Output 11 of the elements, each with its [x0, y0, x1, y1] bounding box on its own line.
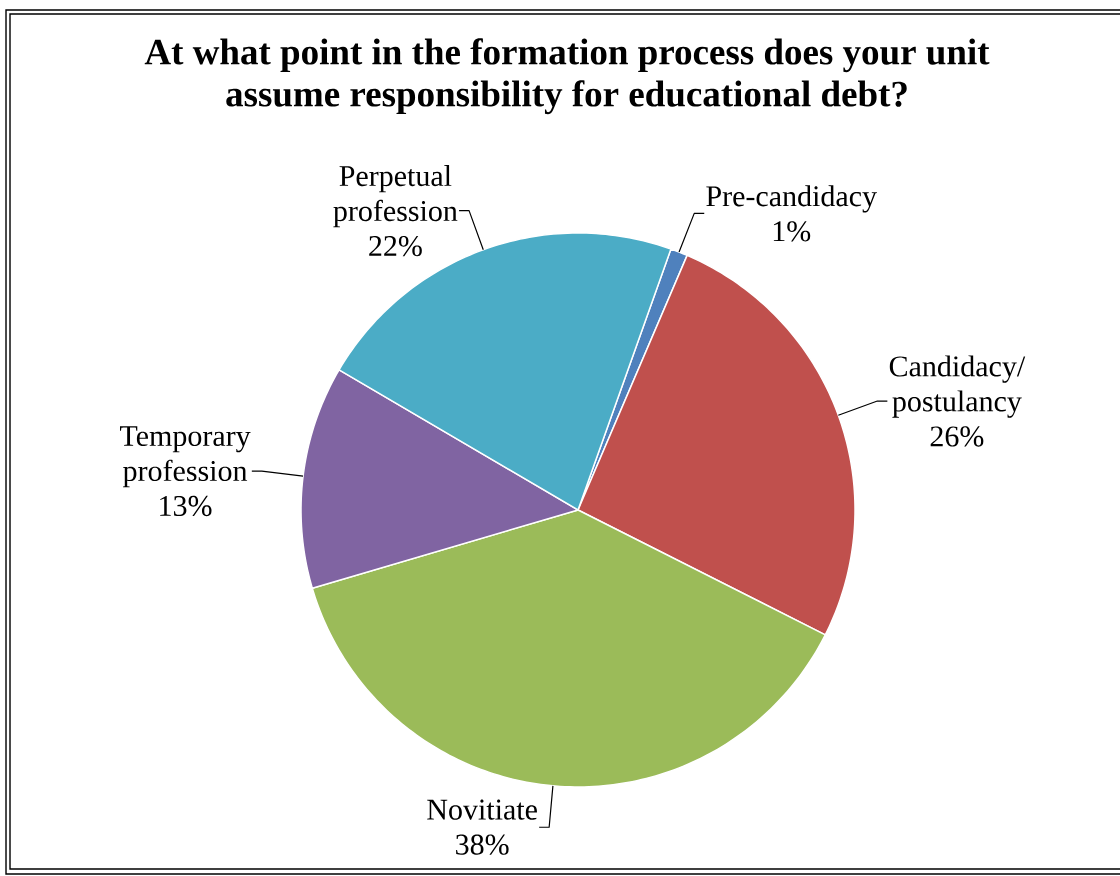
- slice-label: Perpetual profession: [333, 165, 458, 228]
- data-label: 22%: [369, 235, 422, 257]
- slice-label: Pre-candidacy: [706, 185, 877, 213]
- data-label: 26%: [930, 426, 984, 447]
- slice-label: Temporary profession: [120, 426, 251, 488]
- data-label: 13%: [160, 495, 212, 517]
- slice-label: Candidacy/ postulancy: [889, 355, 1026, 418]
- slice-label: Novitiate: [427, 799, 537, 820]
- data-label: 1%: [773, 221, 811, 242]
- chart-title: At what point in the formation process does your unit assume responsibility for educational debt?: [144, 38, 990, 115]
- data-label: 38%: [456, 834, 509, 855]
